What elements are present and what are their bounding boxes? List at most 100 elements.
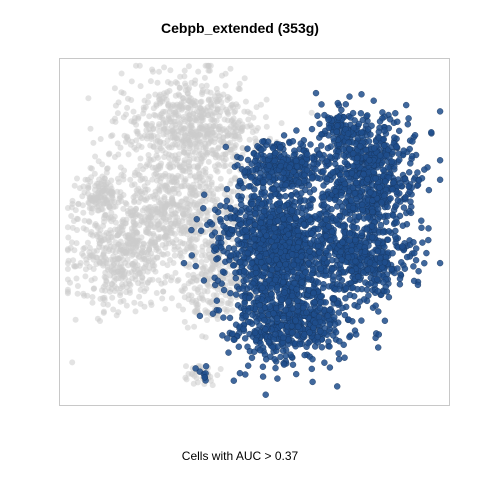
cell-point-high-auc [251,329,259,336]
cell-point-low-auc [117,289,124,296]
cell-point-high-auc [293,286,300,293]
cell-point-high-auc [406,207,413,215]
cell-point-low-auc [195,163,202,170]
cell-point-high-auc [310,289,317,297]
cell-point-high-auc [413,245,420,252]
cell-point-low-auc [182,140,189,147]
cell-point-high-auc [292,317,299,324]
cell-point-high-auc [346,291,354,299]
cell-point-high-auc [249,227,257,234]
cell-point-low-auc [178,227,185,234]
cell-point-high-auc [403,253,411,261]
cell-point-high-auc [332,286,339,293]
cell-point-high-auc [374,276,381,283]
cell-point-low-auc [196,147,203,154]
cell-point-low-auc [129,275,136,282]
cell-point-high-auc [358,317,365,324]
cell-point-low-auc [226,168,233,175]
cell-point-high-auc [370,168,377,176]
cell-point-high-auc [252,288,260,295]
cell-point-low-auc [120,223,127,230]
cell-point-high-auc [265,257,272,264]
cell-point-low-auc [213,85,220,92]
cell-point-high-auc [335,309,342,316]
cell-point-low-auc [108,234,115,240]
cell-point-high-auc [222,143,230,151]
cell-point-high-auc [421,166,428,173]
cell-point-high-auc [258,201,266,208]
cell-point-high-auc [346,145,353,153]
cell-point-low-auc [175,172,181,179]
cell-point-low-auc [123,302,130,309]
cell-point-low-auc [104,266,111,273]
cell-point-high-auc [334,383,341,390]
cell-point-low-auc [168,295,175,302]
cell-point-high-auc [379,229,387,236]
cell-point-high-auc [314,333,321,341]
cell-point-low-auc [159,295,166,302]
cell-point-high-auc [240,325,247,333]
cell-point-low-auc [169,230,176,237]
cell-point-high-auc [392,227,399,235]
cell-point-high-auc [302,236,309,243]
cell-point-high-auc [298,190,305,197]
cell-point-low-auc [91,170,98,177]
cell-point-low-auc [129,234,136,241]
cell-point-low-auc [110,253,117,260]
cell-point-high-auc [278,223,285,231]
cell-point-low-auc [143,122,150,129]
cell-point-low-auc [236,133,243,140]
cell-point-high-auc [283,273,291,280]
cell-point-high-auc [232,275,240,282]
cell-point-low-auc [193,249,200,256]
cell-point-high-auc [381,142,388,149]
cell-point-high-auc [399,243,406,250]
cell-point-low-auc [221,306,228,313]
cell-point-high-auc [277,174,284,181]
cell-point-high-auc [349,284,357,291]
cell-point-low-auc [179,183,186,190]
cell-point-low-auc [207,62,214,69]
cell-point-low-auc [80,245,87,252]
cell-point-high-auc [302,269,309,276]
cell-point-high-auc [288,322,296,330]
cell-point-low-auc [225,111,232,118]
cell-point-high-auc [367,189,374,196]
cell-point-high-auc [341,354,348,361]
cell-point-low-auc [175,112,182,119]
cell-point-low-auc [246,136,253,143]
cell-point-low-auc [228,280,235,287]
cell-point-low-auc [82,273,89,280]
cell-point-high-auc [242,226,249,234]
cell-point-low-auc [201,74,208,81]
cell-point-high-auc [276,261,283,268]
cell-point-low-auc [120,90,127,97]
cell-point-low-auc [165,113,172,120]
cell-point-low-auc [177,164,184,171]
cell-point-low-auc [100,308,107,315]
cell-point-high-auc [298,253,305,260]
cell-point-low-auc [214,152,221,159]
cell-point-low-auc [182,125,189,132]
cell-point-high-auc [394,118,401,126]
cell-point-high-auc [274,217,281,224]
cell-point-low-auc [159,251,166,258]
cell-point-low-auc [95,180,102,187]
cell-point-low-auc [90,139,97,146]
cell-point-high-auc [256,231,263,238]
cell-point-low-auc [139,218,146,225]
cell-point-high-auc [223,197,231,205]
cell-point-low-auc [87,231,94,238]
cell-point-low-auc [151,195,158,202]
cell-point-high-auc [297,140,304,147]
cell-point-high-auc [367,131,374,138]
cell-point-low-auc [203,269,210,276]
cell-point-high-auc [230,377,238,384]
cell-point-low-auc [162,306,169,312]
cell-point-high-auc [425,186,433,194]
cell-point-high-auc [258,146,265,154]
cell-point-high-auc [320,167,327,175]
cell-point-low-auc [144,99,151,106]
cell-point-low-auc [181,67,188,74]
cell-point-low-auc [169,211,176,218]
